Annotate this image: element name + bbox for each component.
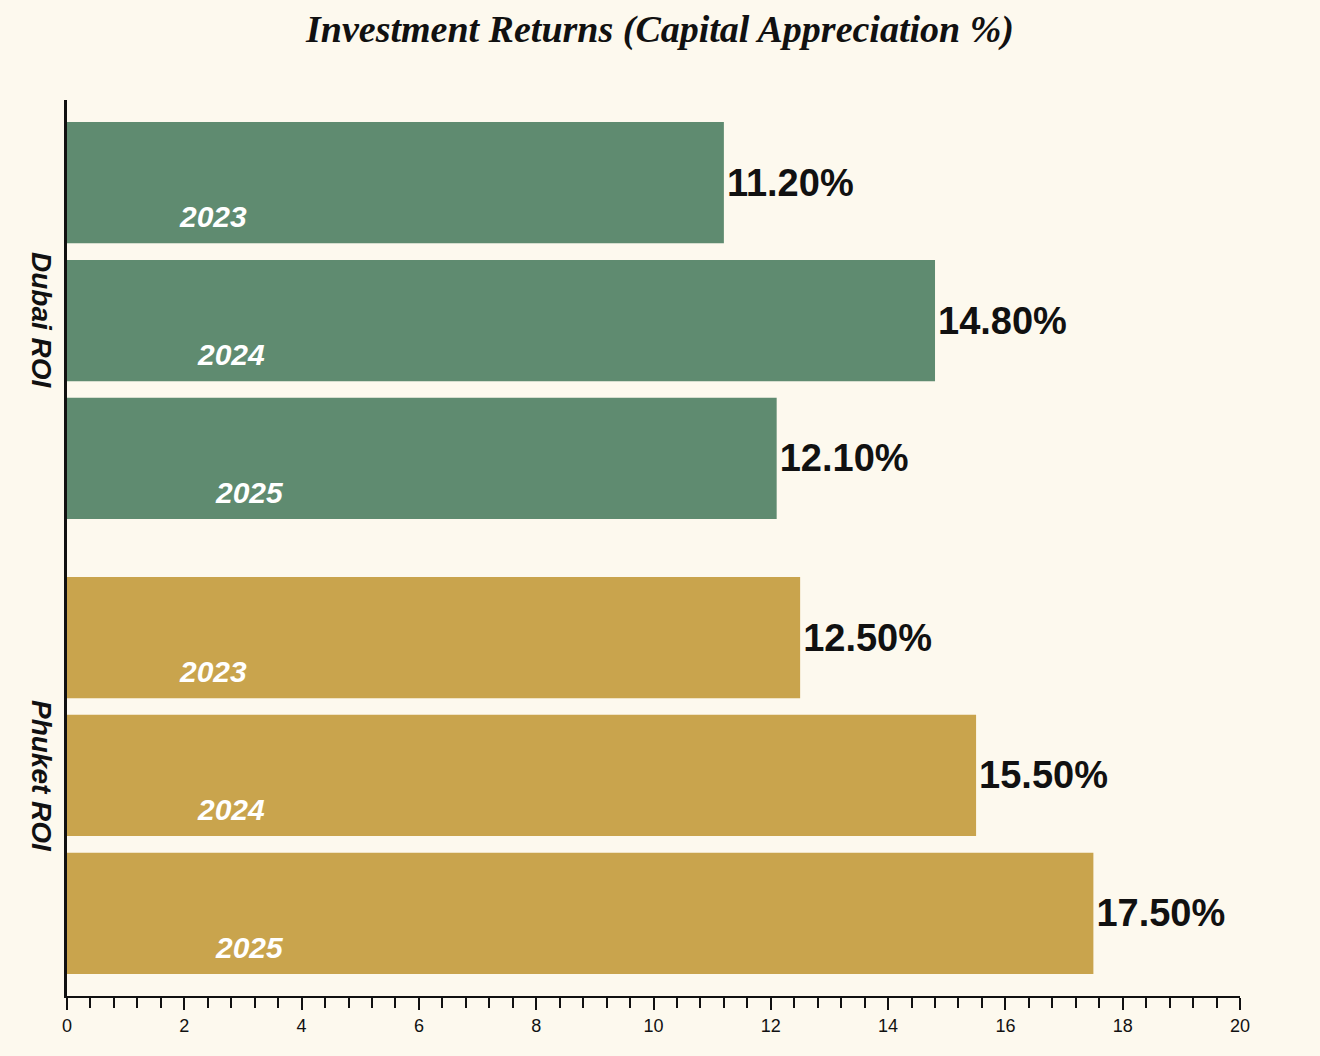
svg-text:2024: 2024 <box>197 793 265 826</box>
svg-text:10: 10 <box>643 1016 663 1036</box>
svg-text:Investment Returns (Capital Ap: Investment Returns (Capital Appreciation… <box>305 8 1014 51</box>
svg-text:15.50%: 15.50% <box>979 754 1108 796</box>
svg-text:2: 2 <box>179 1016 189 1036</box>
svg-text:20: 20 <box>1230 1016 1250 1036</box>
svg-text:16: 16 <box>995 1016 1015 1036</box>
svg-text:Dubai ROI: Dubai ROI <box>26 252 57 389</box>
svg-text:11.20%: 11.20% <box>727 162 854 204</box>
svg-text:14: 14 <box>878 1016 898 1036</box>
svg-text:2025: 2025 <box>215 931 284 964</box>
svg-text:4: 4 <box>297 1016 307 1036</box>
svg-text:0: 0 <box>62 1016 72 1036</box>
svg-text:17.50%: 17.50% <box>1096 892 1225 934</box>
svg-text:18: 18 <box>1113 1016 1133 1036</box>
svg-text:2023: 2023 <box>179 200 247 233</box>
svg-text:2025: 2025 <box>215 476 284 509</box>
svg-text:2024: 2024 <box>197 338 265 371</box>
svg-text:8: 8 <box>531 1016 541 1036</box>
svg-text:6: 6 <box>414 1016 424 1036</box>
svg-text:12.50%: 12.50% <box>803 617 932 659</box>
svg-text:2023: 2023 <box>179 655 247 688</box>
svg-text:Phuket ROI: Phuket ROI <box>26 700 57 852</box>
svg-text:12: 12 <box>761 1016 781 1036</box>
svg-text:14.80%: 14.80% <box>938 300 1067 342</box>
svg-text:12.10%: 12.10% <box>780 437 909 479</box>
